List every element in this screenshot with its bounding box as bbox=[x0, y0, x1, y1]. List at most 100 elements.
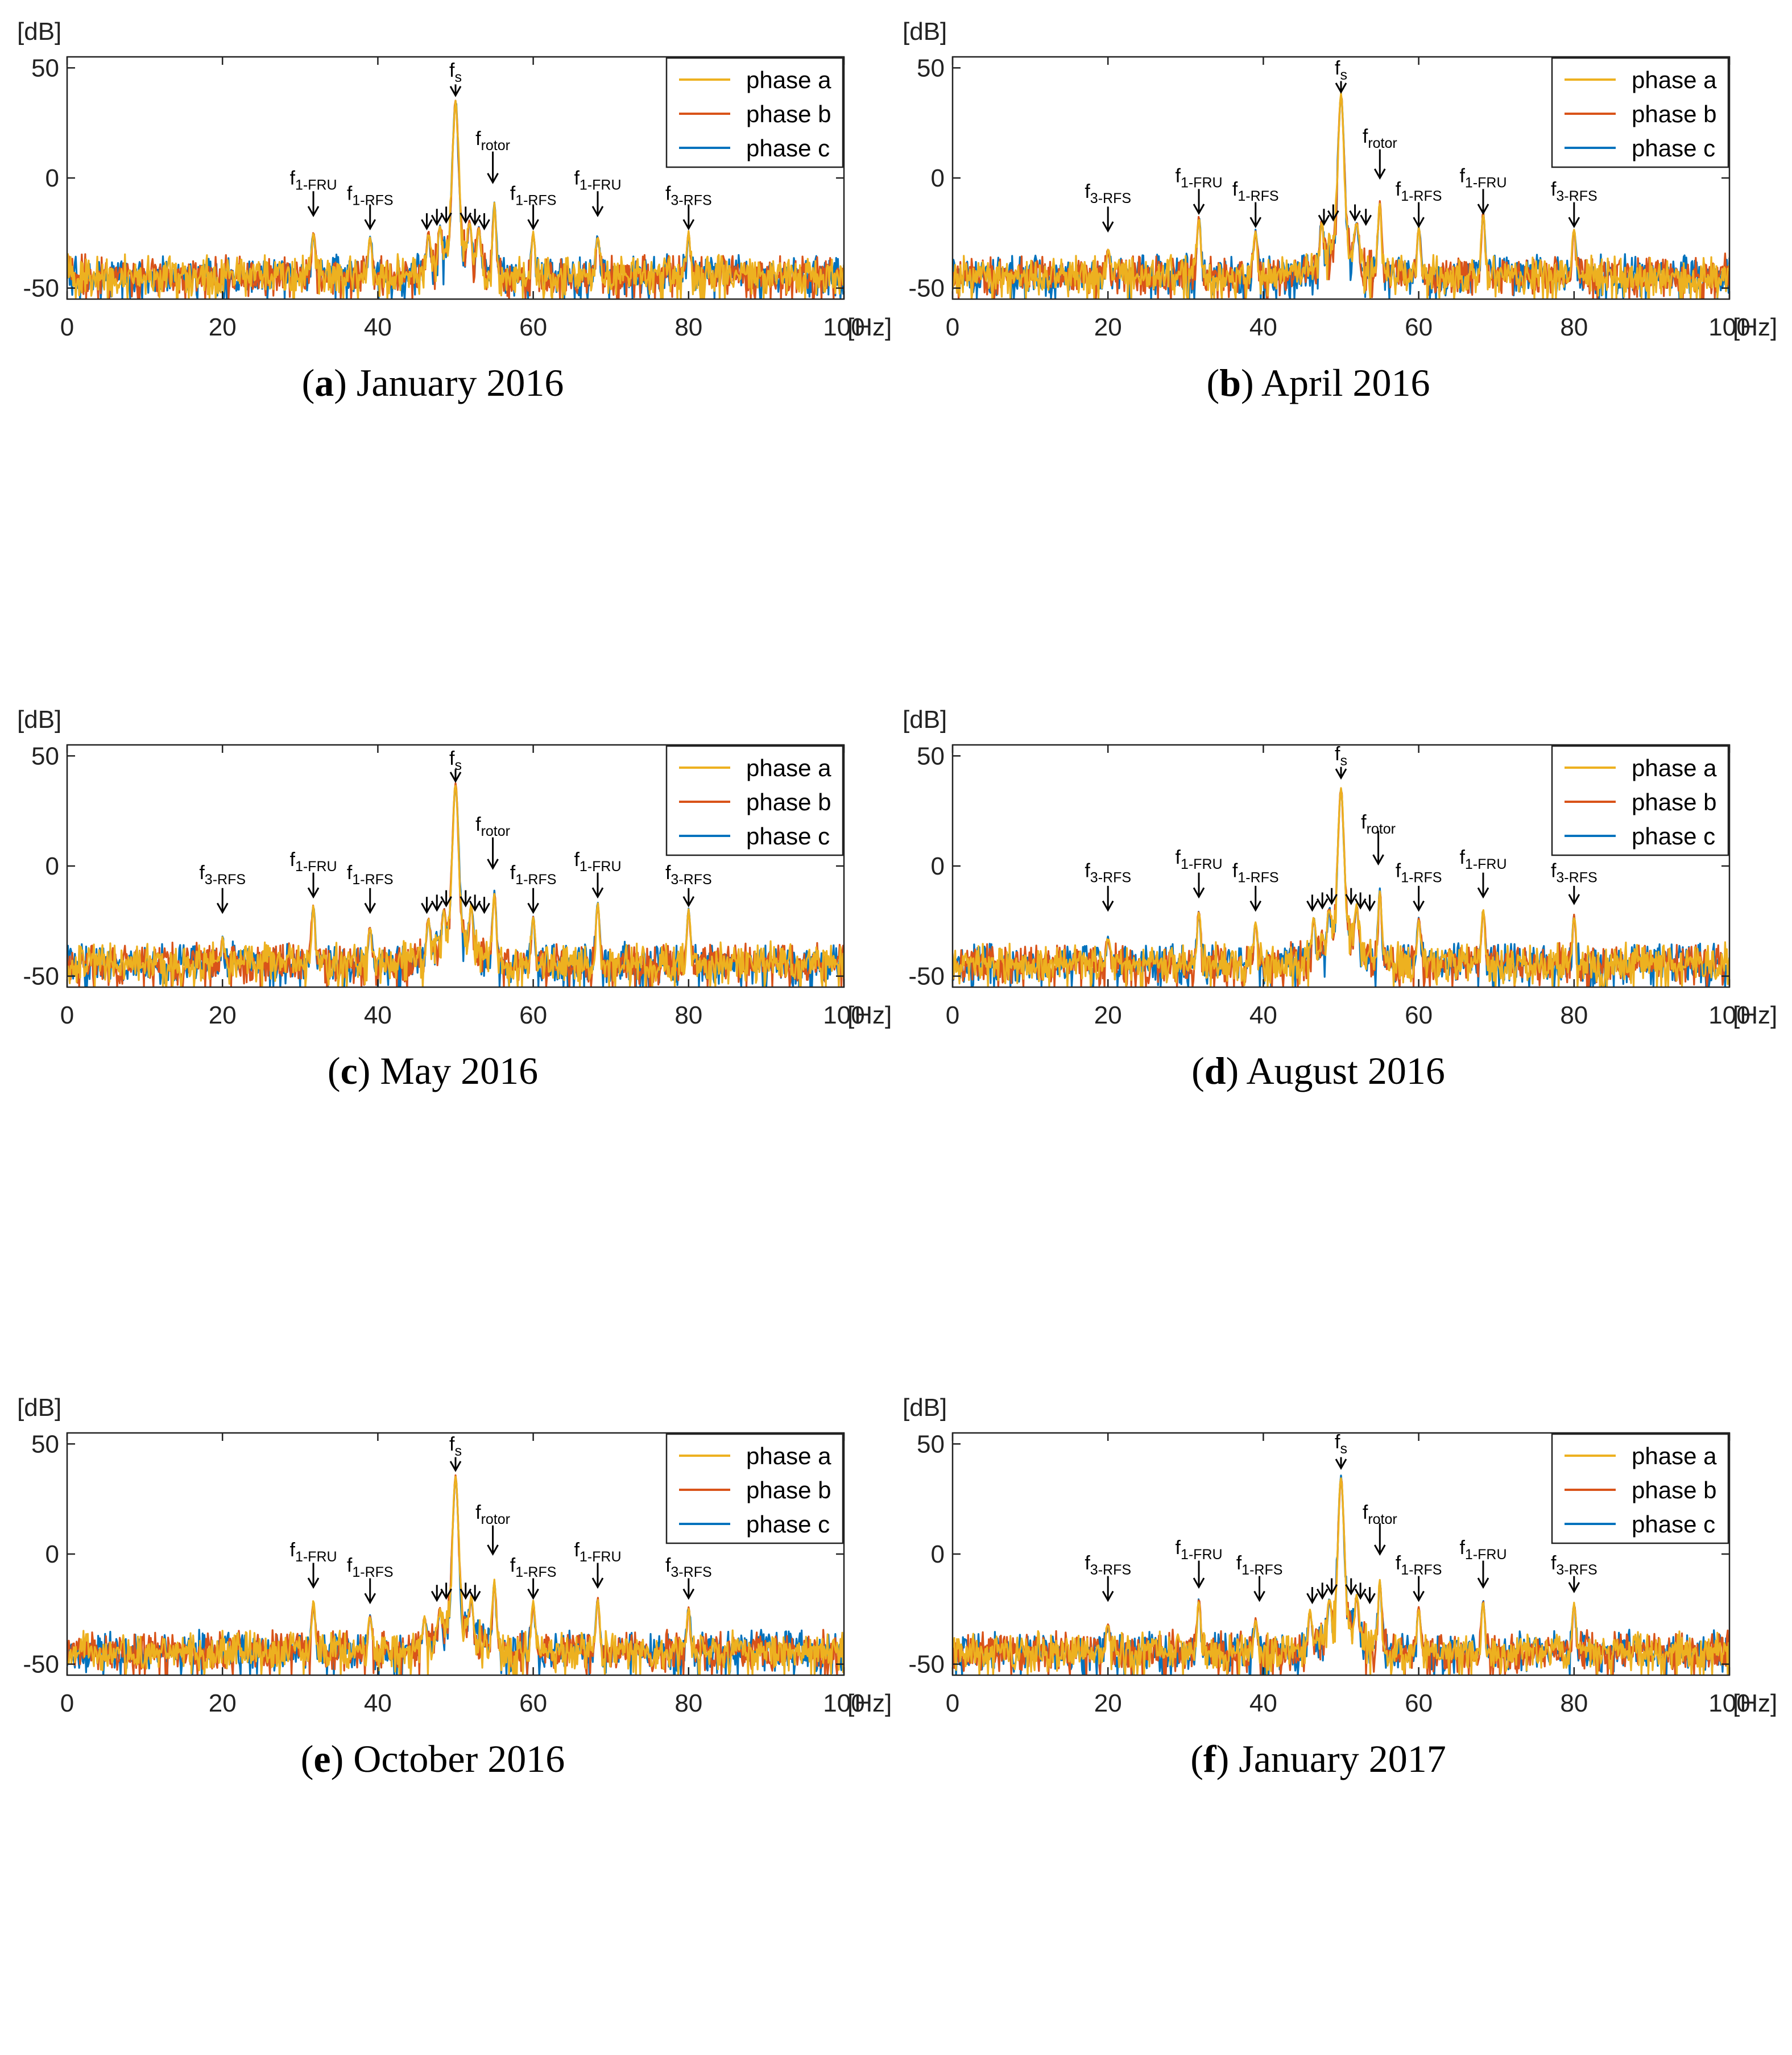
annotation-sub: rotor bbox=[481, 1511, 510, 1527]
annotation-label: f1-RFS bbox=[1232, 860, 1279, 885]
annotation-sub: 3-RFS bbox=[1556, 188, 1597, 204]
annotation-label: f1-FRU bbox=[1175, 1537, 1222, 1563]
annotation-label: frotor bbox=[475, 814, 510, 839]
annotation-main: f bbox=[289, 849, 295, 871]
annotation-arrow-head bbox=[1335, 1459, 1347, 1470]
annotation-sub: 1-FRU bbox=[295, 1549, 337, 1565]
x-tick-label: 80 bbox=[674, 1689, 702, 1717]
x-tick-label: 80 bbox=[1560, 313, 1588, 341]
annotation-main: f bbox=[1396, 1552, 1401, 1574]
annotation-main: f bbox=[1175, 847, 1181, 868]
annotation-main: f bbox=[1175, 165, 1181, 187]
caption-paren: ) bbox=[1241, 361, 1261, 404]
annotation-label: f1-RFS bbox=[510, 183, 557, 209]
x-tick-label: 100 bbox=[823, 1001, 864, 1029]
caption-paren: ) bbox=[331, 1737, 354, 1780]
annotation-sub: 1-FRU bbox=[580, 1549, 622, 1565]
annotation-arrow-head bbox=[1306, 900, 1318, 912]
annotation-arrow-head bbox=[1253, 1590, 1265, 1602]
annotation-main: f bbox=[1236, 1552, 1242, 1574]
annotation-arrow-head bbox=[682, 1588, 695, 1600]
x-tick-label: 100 bbox=[1708, 1689, 1750, 1717]
annotation-arrow-head bbox=[1413, 217, 1425, 229]
annotation-arrow-head bbox=[421, 219, 433, 231]
annotation-sub: 3-RFS bbox=[671, 1564, 711, 1580]
x-tick-label: 60 bbox=[519, 1001, 547, 1029]
annotation-sub: s bbox=[454, 69, 462, 85]
annotation-sub: 3-RFS bbox=[671, 193, 711, 209]
annotation-main: f bbox=[1335, 57, 1340, 79]
annotation-main: f bbox=[1396, 860, 1401, 881]
annotation-arrow-head bbox=[1349, 210, 1361, 222]
annotation-main: f bbox=[1459, 165, 1465, 187]
annotation-label: f3-RFS bbox=[665, 183, 712, 209]
annotation-arrow-head bbox=[1568, 217, 1580, 229]
annotation-sub: 1-RFS bbox=[1238, 188, 1278, 204]
x-axis-label: [Hz] bbox=[847, 313, 892, 341]
annotation-arrow-head bbox=[1477, 887, 1489, 899]
annotation-sub: 3-RFS bbox=[1556, 869, 1597, 885]
annotation-label: f1-RFS bbox=[510, 1555, 557, 1580]
caption-letter: a bbox=[314, 361, 334, 404]
annotation-arrow-head bbox=[1306, 1593, 1318, 1605]
annotation-arrow-head bbox=[1373, 168, 1386, 180]
annotation-arrow-head bbox=[460, 1588, 472, 1600]
panel-caption: (c) May 2016 bbox=[328, 1049, 538, 1092]
annotation-label: f1-RFS bbox=[1396, 1552, 1442, 1578]
annotation-sub: 1-RFS bbox=[515, 872, 556, 888]
annotation-arrow-head bbox=[591, 1577, 604, 1589]
annotation-sub: 1-RFS bbox=[352, 872, 393, 888]
annotation-main: f bbox=[665, 1555, 671, 1576]
caption-letter: d bbox=[1205, 1049, 1226, 1092]
annotation-sub: rotor bbox=[1367, 821, 1396, 837]
annotation-label: f3-RFS bbox=[1085, 1552, 1131, 1578]
annotation-main: f bbox=[449, 60, 455, 81]
x-tick-label: 60 bbox=[1405, 1001, 1433, 1029]
annotation-arrow-head bbox=[469, 1590, 481, 1602]
x-tick-label: 0 bbox=[60, 1001, 74, 1029]
y-axis-label: [dB] bbox=[17, 1394, 61, 1422]
annotation-arrow-head bbox=[449, 772, 462, 783]
series-line-phase-a bbox=[67, 1476, 844, 1675]
annotation-sub: s bbox=[1340, 67, 1347, 83]
annotation-sub: 3-RFS bbox=[1556, 1562, 1597, 1578]
annotation-sub: 1-FRU bbox=[1181, 175, 1223, 191]
annotation-sub: 1-RFS bbox=[515, 193, 556, 209]
y-axis-label: [dB] bbox=[903, 18, 947, 45]
annotation-sub: 1-RFS bbox=[515, 1564, 556, 1580]
series-line-phase-b bbox=[67, 1474, 844, 1675]
annotation-label: f3-RFS bbox=[665, 862, 712, 888]
legend-label: phase a bbox=[746, 1443, 831, 1469]
annotation-label: f1-RFS bbox=[347, 1555, 394, 1580]
annotation-sub: 3-RFS bbox=[205, 872, 246, 888]
annotation-sub: 1-FRU bbox=[1465, 175, 1507, 191]
annotation-arrow-head bbox=[1316, 898, 1329, 910]
annotation-label: f3-RFS bbox=[665, 1555, 712, 1580]
annotation-arrow-head bbox=[1326, 894, 1338, 905]
annotation-main: f bbox=[289, 168, 295, 189]
y-axis-label: [dB] bbox=[903, 1394, 947, 1422]
annotation-arrow-head bbox=[1354, 898, 1367, 910]
series-line-phase-b bbox=[67, 782, 844, 987]
annotation-main: f bbox=[347, 183, 353, 205]
annotation-label: frotor bbox=[1363, 126, 1397, 151]
y-tick-label: -50 bbox=[908, 1651, 945, 1679]
annotation-arrow-head bbox=[478, 219, 490, 231]
caption-paren: ) bbox=[1216, 1737, 1239, 1780]
legend-label: phase b bbox=[1632, 101, 1716, 127]
annotation-arrow-head bbox=[440, 896, 452, 908]
annotation-arrow-head bbox=[478, 902, 490, 914]
series-group bbox=[953, 1474, 1729, 1675]
annotation-arrow-head bbox=[307, 887, 320, 899]
annotation-arrow-head bbox=[440, 1588, 452, 1600]
annotation-label: f1-RFS bbox=[1232, 179, 1279, 204]
caption-paren: ) bbox=[334, 361, 357, 404]
legend-label: phase a bbox=[746, 755, 831, 781]
annotation-arrow-head bbox=[364, 1593, 376, 1605]
annotation-main: f bbox=[1335, 1431, 1340, 1453]
y-tick-label: -50 bbox=[23, 1651, 59, 1679]
annotation-label: f1-RFS bbox=[1396, 179, 1442, 204]
annotation-label: f1-FRU bbox=[289, 1539, 337, 1565]
